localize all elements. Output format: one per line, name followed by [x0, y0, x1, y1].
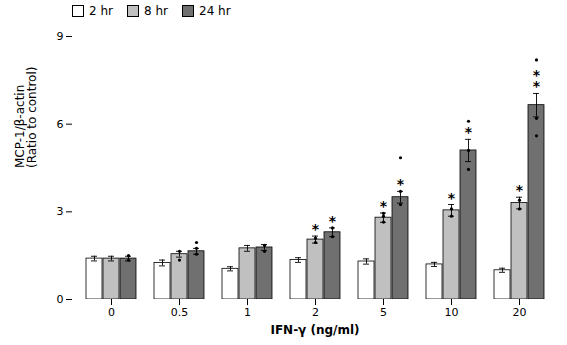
svg-text:9: 9 [57, 30, 64, 43]
svg-text:0: 0 [57, 293, 64, 306]
svg-text:3: 3 [57, 205, 64, 218]
svg-text:*: * [448, 190, 456, 206]
html-text:8 hr: 8 hr [144, 4, 168, 18]
svg-text:0.5: 0.5 [171, 306, 189, 319]
svg-text:*: * [380, 198, 388, 214]
svg-text:0: 0 [108, 306, 115, 319]
svg-text:20: 20 [513, 306, 527, 319]
svg-text:*: * [533, 67, 541, 83]
svg-text:IFN-γ (ng/ml): IFN-γ (ng/ml) [270, 323, 359, 337]
svg-text:*: * [516, 182, 524, 198]
svg-text:*: * [397, 176, 405, 192]
svg-text:*: * [465, 124, 473, 140]
svg-text:MCP-1/β-actin(Ratio to control: MCP-1/β-actin(Ratio to control) [13, 67, 39, 168]
svg-text:1: 1 [244, 306, 251, 319]
html-text:2 hr: 2 hr [89, 4, 113, 18]
svg-text:6: 6 [57, 118, 64, 131]
svg-text:10: 10 [445, 306, 459, 319]
svg-text:5: 5 [380, 306, 387, 319]
svg-text:*: * [329, 213, 337, 229]
svg-text:*: * [312, 221, 320, 237]
html-text:24 hr: 24 hr [199, 4, 231, 18]
svg-text:2: 2 [312, 306, 319, 319]
